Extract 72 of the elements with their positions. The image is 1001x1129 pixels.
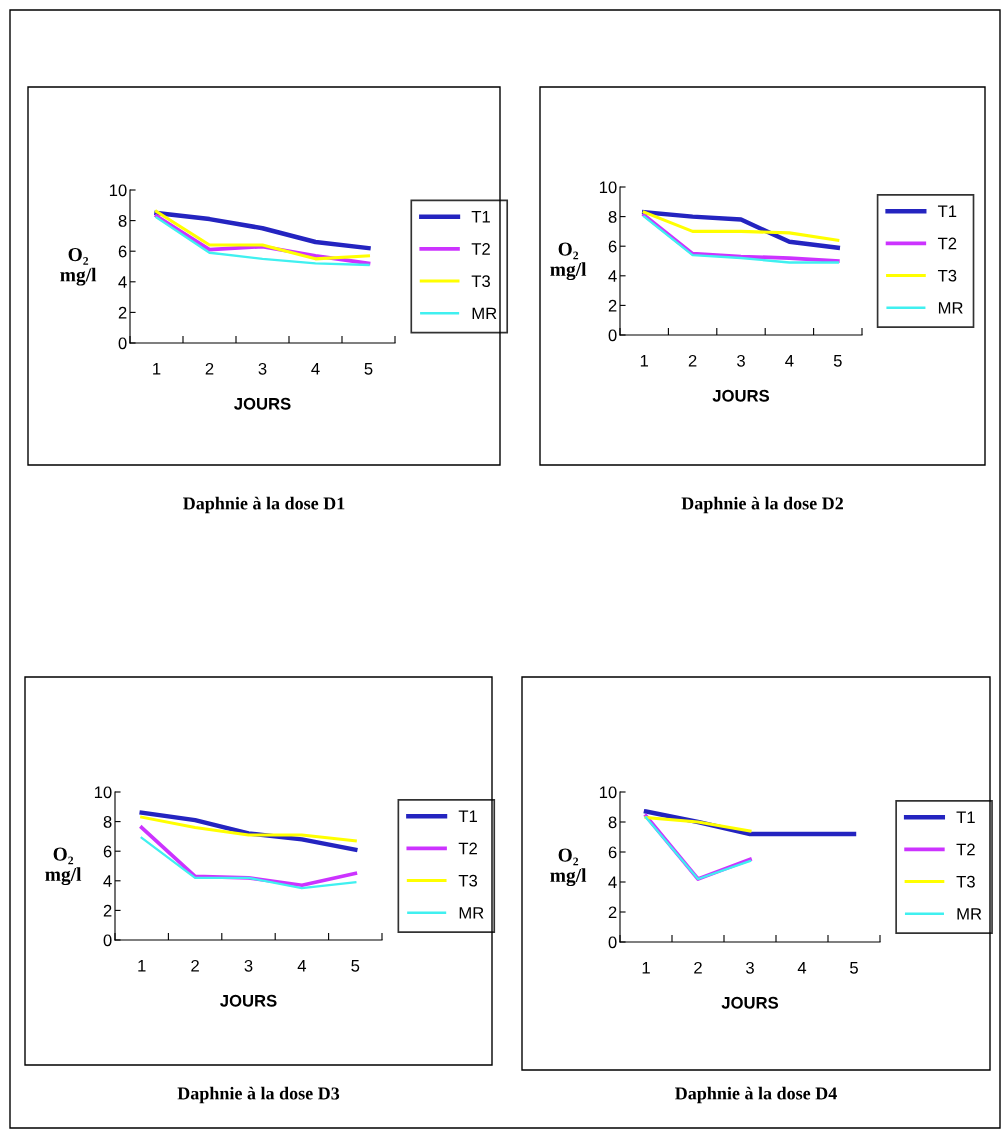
y-tick-label: 8 <box>608 211 617 223</box>
legend-label: MR <box>472 307 497 320</box>
legend-label: T2 <box>956 843 975 856</box>
text: Daphnie à la dose D3 <box>177 1086 340 1104</box>
legend-label: T3 <box>937 269 957 282</box>
x-tick-label: 1 <box>138 960 146 972</box>
x-axis-title: JOURS <box>712 389 770 402</box>
legend-label: T2 <box>471 243 490 255</box>
x-tick-label: 5 <box>833 355 842 367</box>
x-tick-label: 2 <box>205 362 214 375</box>
x-tick-label: 3 <box>244 959 253 972</box>
y-axis-title: O₂ mg/l <box>60 248 97 286</box>
legend-label: MR <box>938 302 963 314</box>
legend-label: T1 <box>471 211 490 223</box>
y-tick-label: 2 <box>118 306 127 319</box>
legend-label: MR <box>957 908 982 920</box>
y-axis-title: O₂ mg/l <box>45 847 82 886</box>
y-tick-label: 0 <box>608 329 617 342</box>
x-tick-label: 3 <box>258 362 267 375</box>
y-tick-label: 10 <box>94 786 112 799</box>
y-tick-label: 2 <box>103 904 112 917</box>
legend-label: T1 <box>458 810 477 823</box>
x-tick-label: 1 <box>642 962 650 974</box>
legend-label: T1 <box>937 205 957 218</box>
x-tick-label: 3 <box>746 961 754 974</box>
legend-label: T3 <box>471 275 490 288</box>
y-tick-label: 4 <box>608 876 617 889</box>
legend-label: MR <box>459 907 484 919</box>
y-axis-title: O₂ mg/l <box>550 848 587 887</box>
y-axis-title: O₂ mg/l <box>550 242 587 281</box>
y-tick-label: 10 <box>109 184 127 197</box>
x-tick-label: 4 <box>297 960 307 972</box>
y-tick-label: 0 <box>608 936 617 949</box>
y-tick-label: 8 <box>118 215 127 227</box>
y-tick-label: 4 <box>118 276 127 288</box>
x-tick-label: 4 <box>311 363 320 375</box>
text: Daphnie à la dose D1 <box>183 496 345 514</box>
x-tick-label: 1 <box>153 363 161 375</box>
legend-label: T2 <box>458 842 477 855</box>
text: Daphnie à la dose D4 <box>675 1086 837 1104</box>
x-axis-title: JOURS <box>721 996 779 1009</box>
x-axis-title: JOURS <box>220 994 277 1007</box>
y-tick-label: 6 <box>118 245 127 258</box>
legend-label: T2 <box>937 237 957 250</box>
x-tick-label: 1 <box>640 355 649 367</box>
y-tick-label: 0 <box>103 934 112 947</box>
y-tick-label: 6 <box>608 240 617 253</box>
text: Daphnie à la dose D2 <box>681 496 843 514</box>
x-tick-label: 2 <box>688 354 697 367</box>
y-tick-label: 2 <box>608 906 617 919</box>
y-tick-label: 4 <box>608 270 617 282</box>
x-tick-label: 4 <box>797 962 807 974</box>
x-tick-label: 3 <box>737 354 745 367</box>
x-axis-title: JOURS <box>234 397 291 410</box>
y-tick-label: 0 <box>118 337 127 350</box>
x-tick-label: 5 <box>364 363 373 375</box>
y-tick-label: 8 <box>103 816 112 828</box>
x-tick-label: 4 <box>785 355 794 367</box>
y-tick-label: 4 <box>103 875 112 887</box>
y-tick-label: 8 <box>608 816 617 829</box>
legend-label: T3 <box>458 874 478 887</box>
x-tick-label: 2 <box>694 961 702 974</box>
y-tick-label: 2 <box>608 299 617 312</box>
y-tick-label: 10 <box>599 181 617 194</box>
x-tick-label: 5 <box>850 962 858 974</box>
legend-label: T1 <box>956 811 975 824</box>
y-tick-label: 6 <box>103 845 112 858</box>
x-tick-label: 2 <box>191 959 199 972</box>
y-tick-label: 6 <box>608 846 617 859</box>
legend-label: T3 <box>956 875 975 888</box>
x-tick-label: 5 <box>351 960 360 972</box>
y-tick-label: 10 <box>599 786 617 799</box>
